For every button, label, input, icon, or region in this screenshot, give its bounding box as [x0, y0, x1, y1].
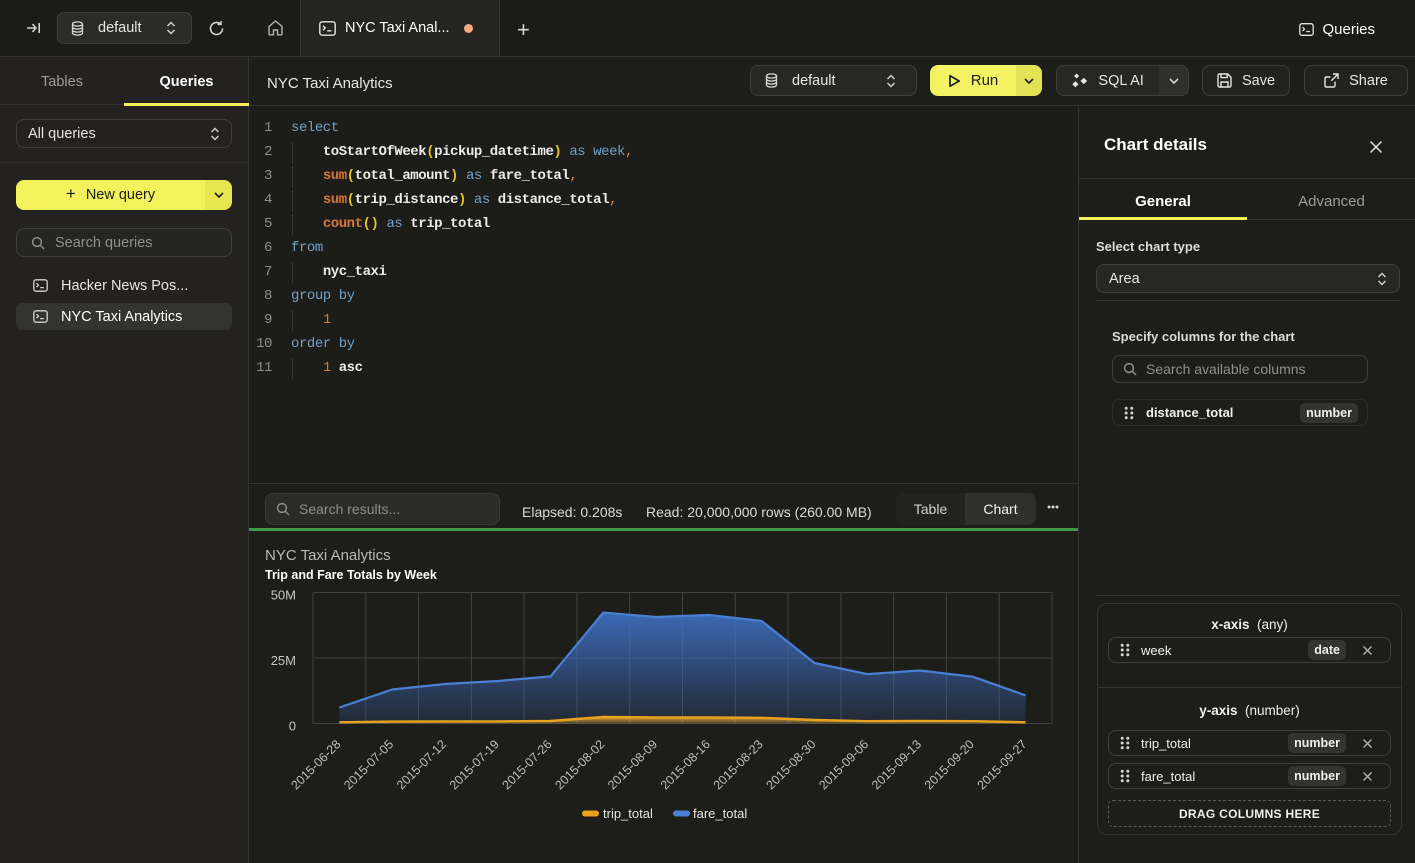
- svg-text:0: 0: [289, 719, 296, 734]
- svg-text:2015-07-26: 2015-07-26: [500, 737, 555, 792]
- svg-text:2015-08-16: 2015-08-16: [658, 737, 713, 792]
- svg-text:NYC Taxi Analytics: NYC Taxi Analytics: [265, 547, 391, 564]
- svg-text:2015-07-19: 2015-07-19: [447, 737, 502, 792]
- svg-text:2015-09-06: 2015-09-06: [816, 737, 871, 792]
- svg-text:2015-09-13: 2015-09-13: [869, 737, 924, 792]
- svg-text:2015-08-23: 2015-08-23: [711, 737, 766, 792]
- svg-text:2015-09-20: 2015-09-20: [922, 737, 977, 792]
- svg-text:2015-09-27: 2015-09-27: [975, 737, 1030, 792]
- svg-text:Trip and Fare Totals by Week: Trip and Fare Totals by Week: [265, 568, 437, 582]
- svg-text:2015-08-09: 2015-08-09: [605, 737, 660, 792]
- svg-text:2015-08-02: 2015-08-02: [552, 737, 607, 792]
- svg-text:trip_total: trip_total: [603, 806, 653, 821]
- svg-text:2015-08-30: 2015-08-30: [764, 737, 819, 792]
- svg-text:2015-07-12: 2015-07-12: [394, 737, 449, 792]
- svg-text:2015-06-28: 2015-06-28: [288, 737, 343, 792]
- svg-text:25M: 25M: [271, 653, 296, 668]
- svg-text:fare_total: fare_total: [693, 806, 747, 821]
- svg-text:2015-07-05: 2015-07-05: [341, 737, 396, 792]
- svg-text:50M: 50M: [271, 588, 296, 603]
